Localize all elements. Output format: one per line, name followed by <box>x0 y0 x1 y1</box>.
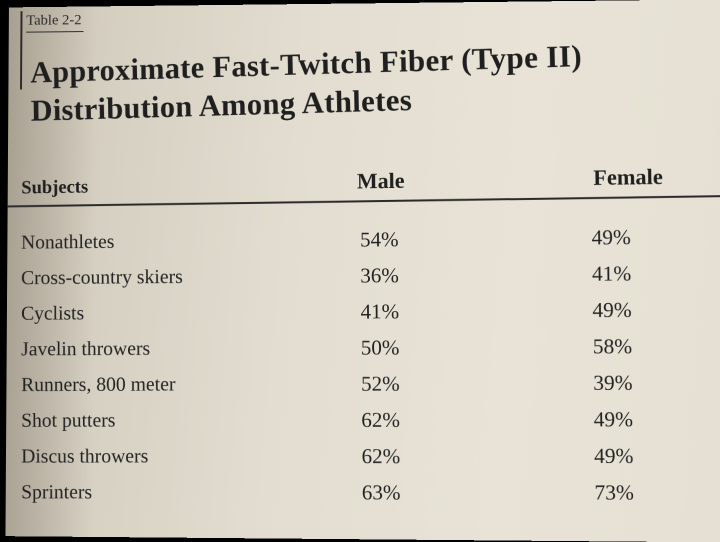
table-cell-male: 62% <box>362 438 443 474</box>
table-cell-female: 73% <box>594 474 676 511</box>
table-cell-subject: Sprinters <box>21 474 278 510</box>
table-cell-male: 63% <box>362 474 443 510</box>
col-header-male: Male <box>357 168 405 195</box>
title-line-1: Approximate Fast-Twitch Fiber (Type II) <box>30 38 582 89</box>
table-cell-male: 52% <box>361 365 442 402</box>
col-header-female: Female <box>593 164 663 191</box>
table-cell-female: 58% <box>593 328 675 365</box>
table-cell-subject: Shot putters <box>21 402 277 439</box>
col-header-subjects: Subjects <box>21 177 88 200</box>
table-cell-male: 36% <box>360 257 440 294</box>
table-cell-male: 41% <box>360 293 440 330</box>
title-line-2: Distribution Among Athletes <box>31 82 413 127</box>
table-cell-female: 49% <box>594 437 676 474</box>
table-cell-female: 49% <box>592 291 674 328</box>
table-cell-female: 49% <box>591 218 673 255</box>
table-cell-subject: Javelin throwers <box>21 330 277 367</box>
table-cell-male: 50% <box>361 329 442 366</box>
table-cell-male: 54% <box>360 221 440 258</box>
table-cell-subject: Runners, 800 meter <box>21 366 277 403</box>
table-title: Approximate Fast-Twitch Fiber (Type II) … <box>30 33 713 130</box>
table-cell-female: 49% <box>594 401 676 438</box>
table-cell-subject: Cyclists <box>21 294 277 332</box>
page: Table 2-2 Approximate Fast-Twitch Fiber … <box>5 0 720 542</box>
table-body: Nonathletes Cross-country skiers Cyclist… <box>8 218 720 527</box>
table-cell-subject: Nonathletes <box>21 222 277 260</box>
table-label: Table 2-2 <box>26 12 83 32</box>
table-cell-subject: Discus throwers <box>21 438 278 474</box>
table-cell-subject: Cross-country skiers <box>21 258 277 296</box>
table-header-row: Subjects Male Female <box>8 161 720 208</box>
table-cell-female: 41% <box>592 255 674 292</box>
col-male: 54% 36% 41% 50% 52% 62% 62% 63% <box>360 221 443 511</box>
table-cell-female: 39% <box>593 364 675 401</box>
col-female: 49% 41% 49% 58% 39% 49% 49% 73% <box>591 218 676 510</box>
table-label-rule <box>20 11 22 89</box>
table-cell-male: 62% <box>361 402 442 438</box>
col-subjects: Nonathletes Cross-country skiers Cyclist… <box>21 222 278 510</box>
